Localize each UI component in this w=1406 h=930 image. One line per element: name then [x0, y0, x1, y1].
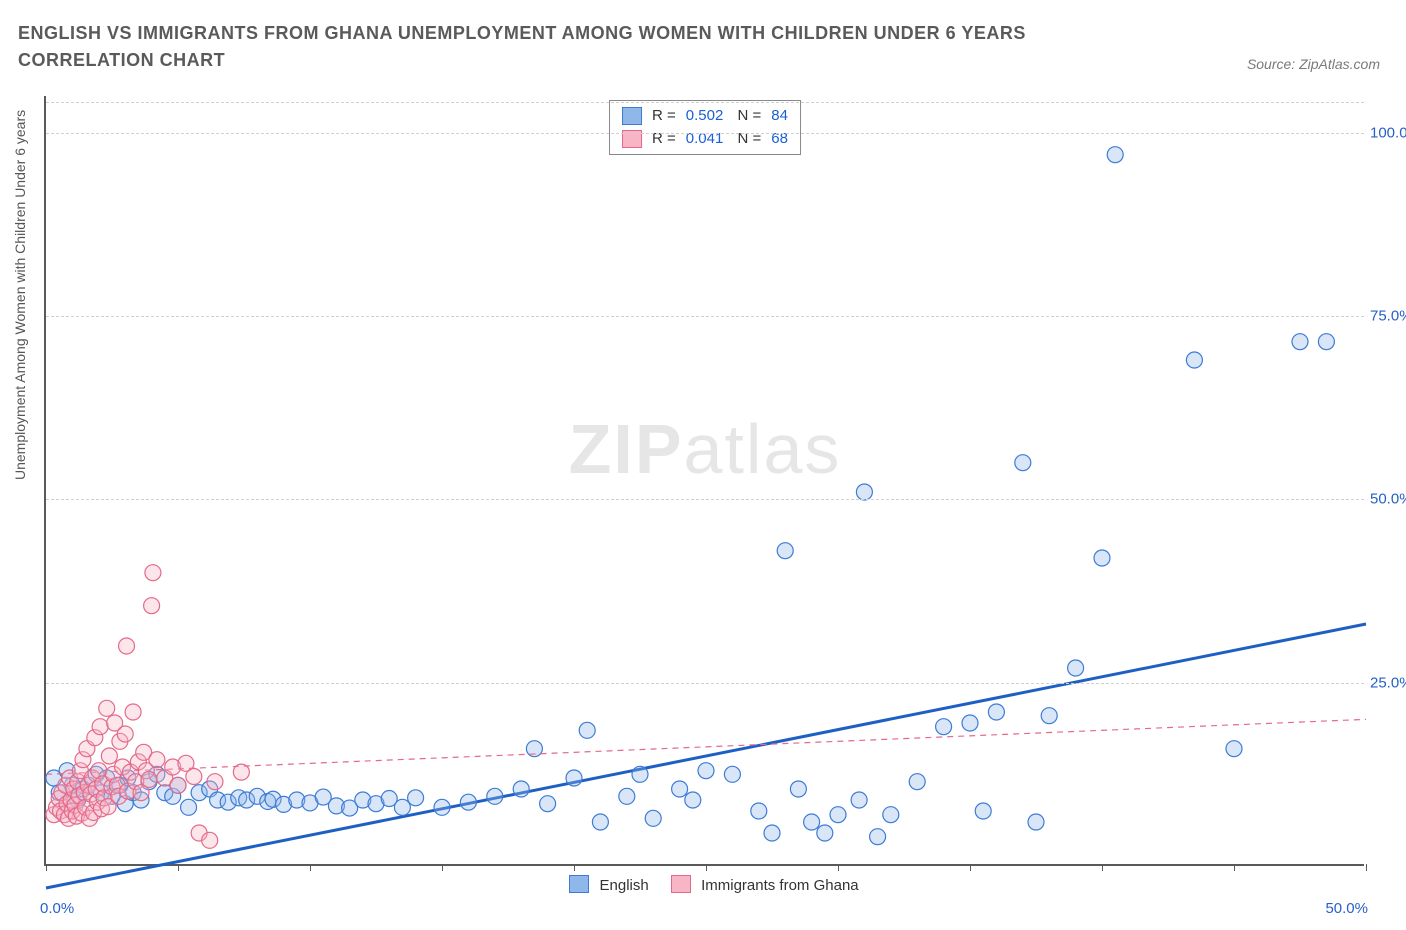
- x-tick: [442, 864, 443, 871]
- data-point: [645, 810, 661, 826]
- data-point: [186, 769, 202, 785]
- data-point: [870, 829, 886, 845]
- data-point: [1226, 741, 1242, 757]
- x-tick: [838, 864, 839, 871]
- plot-area: ZIPatlas R = 0.502 N = 84 R = 0.041 N = …: [44, 96, 1364, 866]
- gridline: [46, 683, 1364, 684]
- legend-swatch-ghana: [671, 875, 691, 893]
- y-tick-label: 100.0%: [1370, 124, 1406, 141]
- chart-title: ENGLISH VS IMMIGRANTS FROM GHANA UNEMPLO…: [18, 20, 1118, 74]
- data-point: [856, 484, 872, 500]
- data-point: [566, 770, 582, 786]
- x-tick: [1102, 864, 1103, 871]
- data-point: [99, 700, 115, 716]
- data-point: [119, 638, 135, 654]
- data-point: [125, 704, 141, 720]
- data-point: [1094, 550, 1110, 566]
- data-point: [579, 722, 595, 738]
- data-point: [724, 766, 740, 782]
- data-point: [988, 704, 1004, 720]
- data-point: [149, 752, 165, 768]
- legend-swatch-english: [569, 875, 589, 893]
- data-point: [202, 832, 218, 848]
- data-point: [909, 774, 925, 790]
- stats-legend-box: R = 0.502 N = 84 R = 0.041 N = 68: [609, 100, 801, 155]
- data-point: [170, 777, 186, 793]
- y-tick-label: 25.0%: [1370, 674, 1406, 691]
- legend-label-ghana: Immigrants from Ghana: [701, 877, 859, 894]
- data-point: [804, 814, 820, 830]
- data-point: [672, 781, 688, 797]
- data-point: [851, 792, 867, 808]
- data-point: [233, 764, 249, 780]
- data-point: [975, 803, 991, 819]
- x-tick: [178, 864, 179, 871]
- data-point: [817, 825, 833, 841]
- data-point: [830, 807, 846, 823]
- y-tick-label: 75.0%: [1370, 308, 1406, 325]
- data-point: [1318, 334, 1334, 350]
- x-tick: [970, 864, 971, 871]
- x-min-label: 0.0%: [40, 900, 74, 917]
- data-point: [101, 748, 117, 764]
- x-tick: [574, 864, 575, 871]
- data-point: [936, 719, 952, 735]
- data-point: [751, 803, 767, 819]
- gridline: [46, 499, 1364, 500]
- data-point: [408, 790, 424, 806]
- data-point: [632, 766, 648, 782]
- x-tick: [46, 864, 47, 871]
- data-point: [962, 715, 978, 731]
- data-point: [685, 792, 701, 808]
- data-point: [434, 799, 450, 815]
- legend-label-english: English: [600, 877, 649, 894]
- y-tick-label: 50.0%: [1370, 491, 1406, 508]
- x-tick: [1366, 864, 1367, 871]
- gridline: [46, 316, 1364, 317]
- stats-row-english: R = 0.502 N = 84: [622, 105, 788, 128]
- gridline: [46, 133, 1364, 134]
- data-point: [698, 763, 714, 779]
- trend-line: [46, 624, 1366, 888]
- data-point: [181, 799, 197, 815]
- stats-row-ghana: R = 0.041 N = 68: [622, 128, 788, 151]
- data-point: [144, 598, 160, 614]
- data-point: [1292, 334, 1308, 350]
- data-point: [883, 807, 899, 823]
- data-point: [790, 781, 806, 797]
- data-point: [764, 825, 780, 841]
- data-point: [92, 719, 108, 735]
- x-tick: [1234, 864, 1235, 871]
- data-point: [207, 774, 223, 790]
- data-point: [1186, 352, 1202, 368]
- data-point: [141, 771, 157, 787]
- data-point: [513, 781, 529, 797]
- data-point: [117, 726, 133, 742]
- chart-svg: [46, 96, 1364, 864]
- gridline: [46, 102, 1364, 103]
- data-point: [777, 543, 793, 559]
- swatch-english: [622, 107, 642, 125]
- x-tick: [310, 864, 311, 871]
- data-point: [487, 788, 503, 804]
- data-point: [619, 788, 635, 804]
- data-point: [592, 814, 608, 830]
- x-max-label: 50.0%: [1325, 900, 1368, 917]
- data-point: [1015, 455, 1031, 471]
- data-point: [1028, 814, 1044, 830]
- data-point: [1068, 660, 1084, 676]
- data-point: [460, 794, 476, 810]
- source-attribution: Source: ZipAtlas.com: [1247, 56, 1380, 72]
- y-axis-label: Unemployment Among Women with Children U…: [12, 110, 28, 480]
- data-point: [1041, 708, 1057, 724]
- x-tick: [706, 864, 707, 871]
- legend-bottom: English Immigrants from Ghana: [46, 875, 1364, 894]
- data-point: [145, 565, 161, 581]
- data-point: [1107, 147, 1123, 163]
- data-point: [540, 796, 556, 812]
